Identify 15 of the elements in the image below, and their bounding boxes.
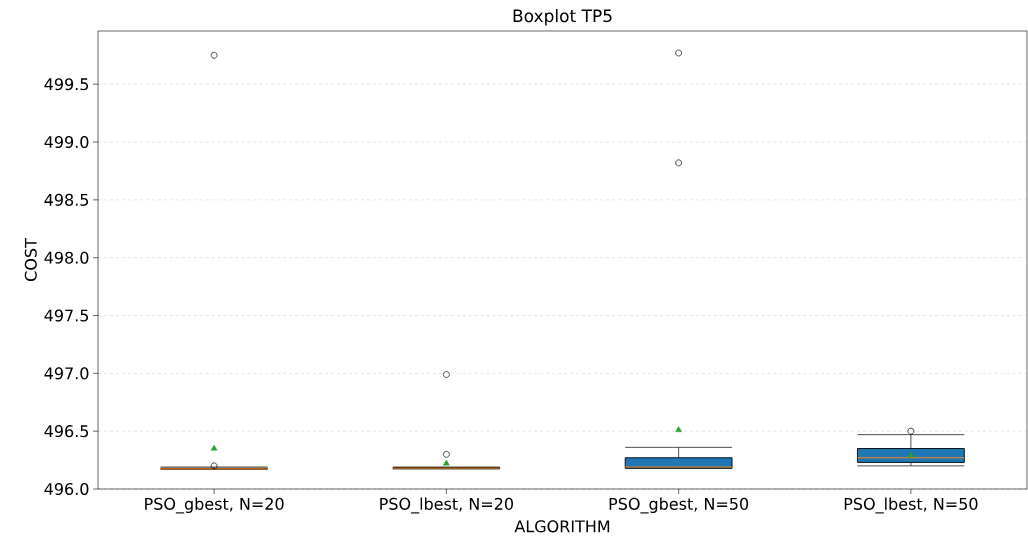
y-tick-label: 499.5	[44, 78, 89, 91]
y-axis-title: COST	[24, 238, 37, 281]
x-tick-label: PSO_gbest, N=50	[609, 497, 749, 514]
y-tick-label: 496.0	[44, 482, 89, 496]
x-axis-title: ALGORITHM	[514, 520, 610, 533]
y-tick-label: 498.0	[44, 251, 89, 264]
x-tick-label: PSO_lbest, N=50	[844, 497, 978, 514]
y-tick-label: 497.0	[44, 367, 89, 380]
y-tick-label: 499.0	[44, 135, 89, 149]
x-tick-label: PSO_lbest, N=20	[380, 497, 513, 514]
y-tick-label: 498.5	[44, 193, 89, 206]
y-tick-label: 497.5	[44, 309, 89, 322]
x-tick-label: PSO_gbest, N=20	[145, 497, 284, 514]
chart-title: Boxplot TP5	[513, 9, 612, 26]
y-tick-label: 496.5	[44, 425, 89, 438]
